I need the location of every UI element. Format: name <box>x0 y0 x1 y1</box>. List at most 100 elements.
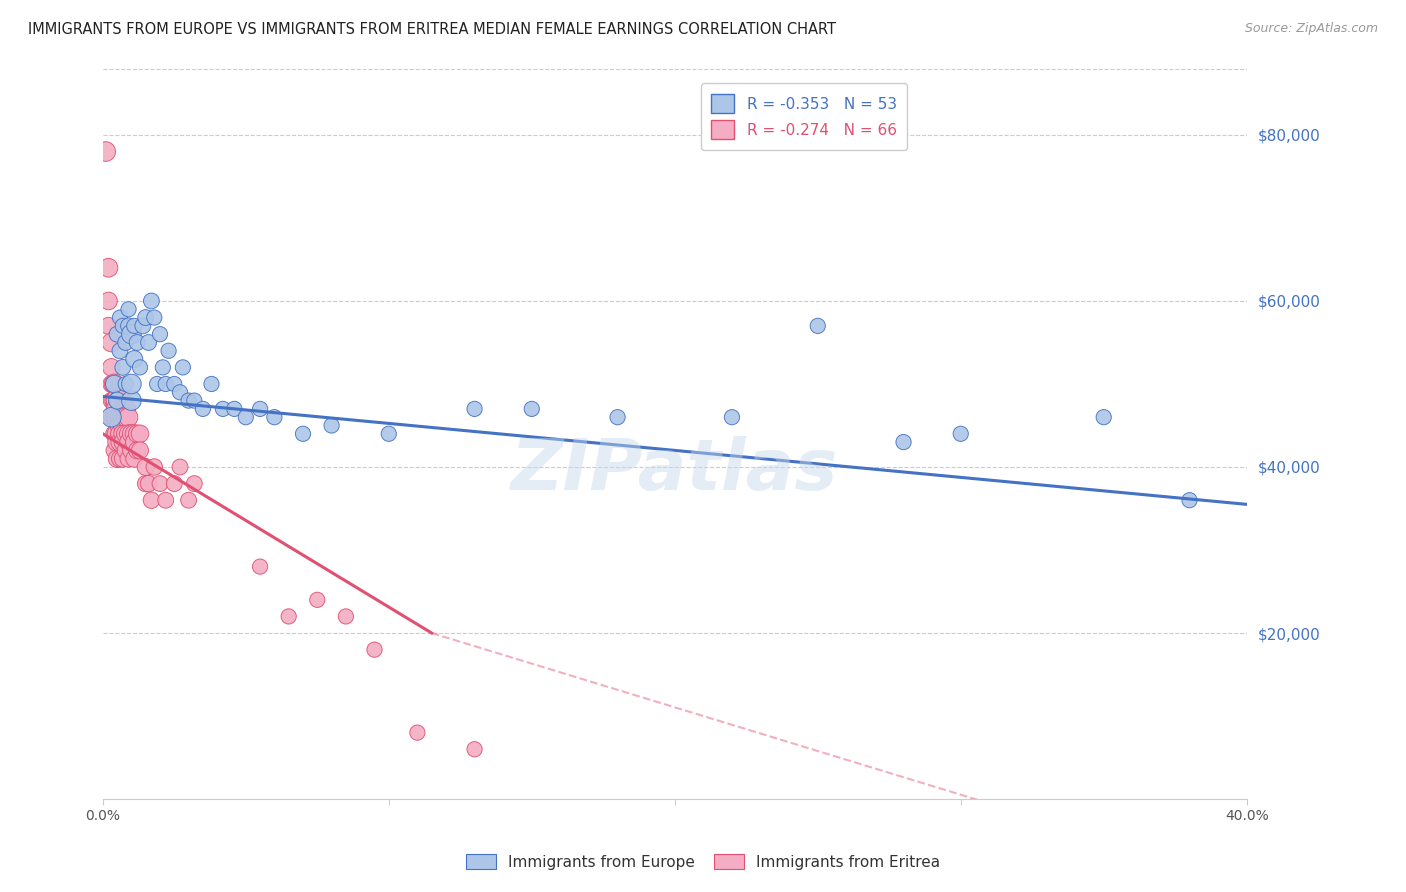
Point <box>172 360 194 375</box>
Point <box>138 476 160 491</box>
Point <box>183 393 205 408</box>
Point <box>105 401 128 416</box>
Point <box>127 426 149 441</box>
Point <box>143 460 166 475</box>
Point <box>111 451 134 466</box>
Point <box>100 410 122 425</box>
Point <box>363 642 385 657</box>
Point <box>949 426 972 441</box>
Point <box>122 435 145 450</box>
Point <box>169 460 191 475</box>
Point <box>212 401 235 416</box>
Point <box>129 426 152 441</box>
Point <box>114 401 136 416</box>
Legend: R = -0.353   N = 53, R = -0.274   N = 66: R = -0.353 N = 53, R = -0.274 N = 66 <box>700 84 907 150</box>
Point <box>105 327 128 342</box>
Point <box>117 451 139 466</box>
Point <box>120 327 142 342</box>
Point <box>105 410 128 425</box>
Point <box>111 435 134 450</box>
Point <box>120 376 142 391</box>
Point <box>100 410 122 425</box>
Point <box>235 410 257 425</box>
Point <box>138 335 160 350</box>
Point <box>155 493 177 508</box>
Point <box>108 418 131 433</box>
Point <box>100 393 122 408</box>
Point <box>103 410 125 425</box>
Point <box>291 426 314 441</box>
Point <box>163 376 186 391</box>
Point <box>135 310 157 325</box>
Point <box>143 310 166 325</box>
Point <box>183 476 205 491</box>
Legend: Immigrants from Europe, Immigrants from Eritrea: Immigrants from Europe, Immigrants from … <box>458 846 948 877</box>
Point <box>893 435 915 450</box>
Point <box>105 393 128 408</box>
Point <box>114 443 136 458</box>
Point <box>108 393 131 408</box>
Point <box>135 460 157 475</box>
Point <box>103 376 125 391</box>
Point <box>191 401 214 416</box>
Point <box>122 426 145 441</box>
Point <box>263 410 285 425</box>
Point <box>127 335 149 350</box>
Point <box>155 376 177 391</box>
Point <box>100 360 122 375</box>
Point <box>141 293 163 308</box>
Point <box>120 393 142 408</box>
Point <box>103 443 125 458</box>
Point <box>111 318 134 333</box>
Point <box>103 376 125 391</box>
Point <box>103 426 125 441</box>
Point <box>108 343 131 358</box>
Point <box>157 343 180 358</box>
Point <box>520 401 543 416</box>
Point <box>146 376 169 391</box>
Point <box>100 376 122 391</box>
Point <box>141 493 163 508</box>
Point <box>163 476 186 491</box>
Point <box>108 310 131 325</box>
Point <box>103 393 125 408</box>
Point <box>129 443 152 458</box>
Point <box>111 360 134 375</box>
Point <box>1092 410 1115 425</box>
Point <box>721 410 744 425</box>
Point <box>129 360 152 375</box>
Point <box>200 376 222 391</box>
Point <box>114 426 136 441</box>
Point <box>464 742 486 756</box>
Point <box>114 410 136 425</box>
Point <box>177 493 200 508</box>
Point <box>135 476 157 491</box>
Point <box>169 385 191 400</box>
Point <box>120 426 142 441</box>
Point <box>120 443 142 458</box>
Text: Source: ZipAtlas.com: Source: ZipAtlas.com <box>1244 22 1378 36</box>
Point <box>105 435 128 450</box>
Point <box>307 592 329 607</box>
Point <box>277 609 299 624</box>
Point <box>177 393 200 408</box>
Point <box>108 426 131 441</box>
Point <box>321 418 343 433</box>
Point <box>105 393 128 408</box>
Point <box>111 418 134 433</box>
Point <box>114 376 136 391</box>
Point <box>105 426 128 441</box>
Point <box>117 410 139 425</box>
Point <box>149 327 172 342</box>
Point <box>127 443 149 458</box>
Point <box>606 410 628 425</box>
Point <box>224 401 246 416</box>
Point <box>105 451 128 466</box>
Point <box>378 426 401 441</box>
Point <box>149 476 172 491</box>
Point <box>108 410 131 425</box>
Point <box>94 145 117 159</box>
Point <box>122 352 145 367</box>
Text: IMMIGRANTS FROM EUROPE VS IMMIGRANTS FROM ERITREA MEDIAN FEMALE EARNINGS CORRELA: IMMIGRANTS FROM EUROPE VS IMMIGRANTS FRO… <box>28 22 837 37</box>
Point <box>122 318 145 333</box>
